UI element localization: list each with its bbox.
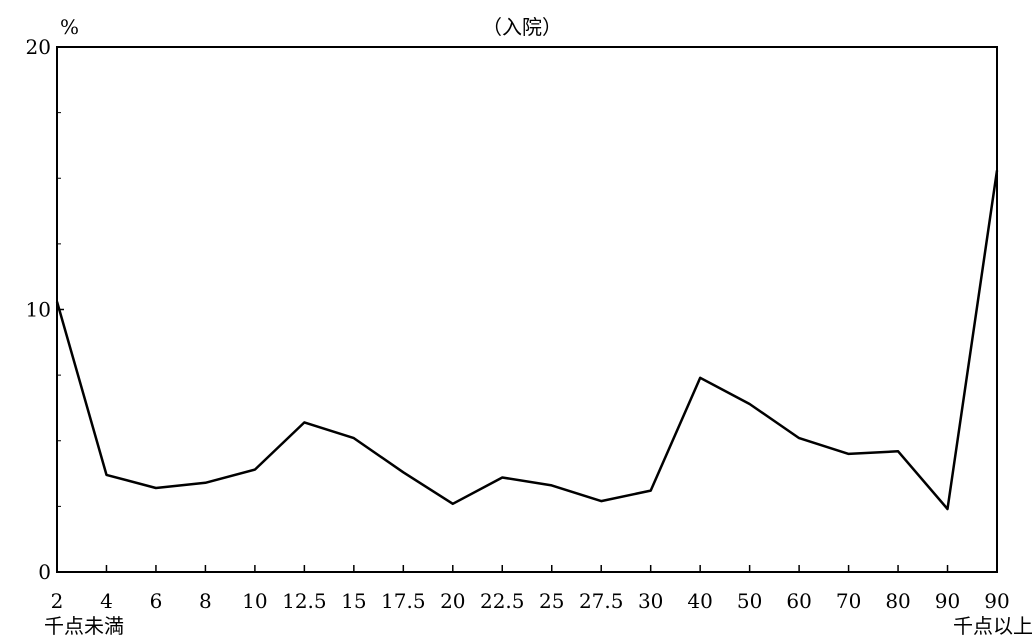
- x-tick-label: 20: [440, 589, 465, 613]
- y-axis: 0 10 20: [26, 35, 64, 584]
- x-tick-label: 2: [51, 589, 64, 613]
- x-tick-label: 15: [341, 589, 366, 613]
- x-tick-label: 50: [737, 589, 762, 613]
- x-axis: 2 4 6 8 10 12.5 15 17.5 20 22.5 25 27.5 30 40 50 60 70 80…: [51, 565, 1010, 613]
- x-tick-label: 90: [984, 589, 1009, 613]
- x-first-sublabel: 千点未満: [44, 614, 124, 637]
- x-tick-label: 22.5: [480, 589, 525, 613]
- y-tick-label: 0: [38, 560, 51, 584]
- x-tick-label: 60: [786, 589, 811, 613]
- x-tick-label: 27.5: [579, 589, 624, 613]
- x-tick-label: 70: [836, 589, 861, 613]
- x-tick-label: 90: [935, 589, 960, 613]
- plot-frame: [56, 46, 998, 573]
- y-tick-label: 10: [26, 298, 51, 322]
- x-tick-label: 10: [242, 589, 267, 613]
- x-tick-label: 8: [199, 589, 212, 613]
- x-tick-label: 30: [638, 589, 663, 613]
- x-tick-label: 17.5: [381, 589, 426, 613]
- x-tick-label: 40: [687, 589, 712, 613]
- series-line: [55, 170, 999, 511]
- chart-title: （入院）: [482, 15, 562, 39]
- y-axis-label: %: [60, 15, 79, 39]
- x-tick-label: 80: [885, 589, 910, 613]
- x-tick-label: 25: [539, 589, 564, 613]
- x-tick-label: 12.5: [282, 589, 327, 613]
- x-tick-label: 4: [100, 589, 113, 613]
- y-tick-label: 20: [26, 35, 51, 59]
- x-tick-label: 6: [150, 589, 163, 613]
- x-last-sublabel: 千点以上: [953, 614, 1033, 637]
